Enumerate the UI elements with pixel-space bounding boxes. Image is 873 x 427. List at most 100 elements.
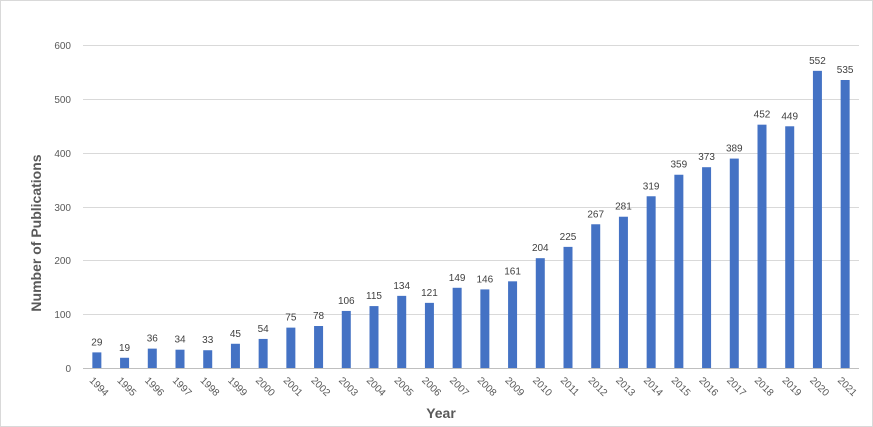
- data-label: 319: [643, 181, 660, 192]
- y-tick-label: 500: [54, 95, 71, 106]
- data-label: 225: [560, 232, 577, 243]
- bar: [563, 246, 573, 368]
- data-label: 552: [809, 56, 826, 67]
- x-tick-label: 2016: [696, 375, 720, 399]
- y-tick-label: 100: [54, 310, 71, 321]
- x-tick-label: 2020: [807, 375, 831, 399]
- data-label: 373: [698, 152, 715, 163]
- x-tick-label: 2007: [447, 375, 471, 399]
- data-label: 36: [147, 334, 159, 345]
- x-tick-label: 2008: [475, 375, 499, 399]
- data-label: 204: [532, 243, 549, 254]
- y-axis-title: Number of Publications: [28, 154, 44, 311]
- data-label: 134: [393, 281, 410, 292]
- data-label: 45: [230, 329, 242, 340]
- x-tick-label: 2014: [641, 375, 665, 399]
- bar: [147, 348, 157, 368]
- x-tick-label: 2006: [419, 375, 443, 399]
- bar: [535, 258, 545, 368]
- bar: [618, 216, 628, 368]
- data-label: 267: [587, 209, 604, 220]
- bar: [452, 287, 462, 368]
- bar: [314, 326, 324, 368]
- bar: [424, 302, 434, 368]
- data-label: 452: [754, 110, 771, 121]
- gridlines: [83, 45, 859, 369]
- y-tick-label: 0: [65, 364, 71, 375]
- y-tick-label: 200: [54, 256, 71, 267]
- bar: [230, 343, 240, 368]
- data-label: 29: [91, 337, 103, 348]
- x-tick-label: 1997: [170, 375, 194, 399]
- x-tick-label: 2011: [558, 375, 581, 398]
- x-tick-label: 2004: [364, 375, 388, 399]
- bar: [258, 338, 268, 368]
- x-tick-label: 1996: [142, 375, 166, 399]
- bar: [120, 357, 130, 368]
- bar: [92, 352, 102, 368]
- bar: [369, 306, 379, 368]
- bar: [840, 79, 850, 368]
- x-tick-label: 2001: [281, 375, 305, 399]
- data-label: 449: [781, 111, 798, 122]
- x-axis-ticks: 1994 1995 1996 1997 1998 1999 2000 2001 2002 2003…: [87, 375, 859, 399]
- data-label: 19: [119, 343, 131, 354]
- x-tick-label: 2013: [613, 375, 637, 399]
- data-label: 281: [615, 202, 632, 213]
- x-tick-label: 2021: [835, 375, 859, 399]
- x-tick-label: 1994: [87, 375, 111, 399]
- y-tick-label: 600: [54, 41, 71, 52]
- bar: [175, 349, 185, 368]
- data-label: 54: [258, 324, 270, 335]
- x-tick-label: 2000: [253, 375, 277, 399]
- x-tick-label: 1998: [198, 375, 222, 399]
- bar: [646, 196, 656, 368]
- data-label: 75: [285, 313, 297, 324]
- x-tick-label: 2010: [530, 375, 554, 399]
- bar: [203, 350, 213, 368]
- bar: [702, 167, 712, 368]
- x-axis-title: Year: [426, 405, 456, 421]
- data-label: 161: [504, 266, 521, 277]
- data-label: 106: [338, 296, 355, 307]
- y-tick-label: 300: [54, 203, 71, 214]
- x-tick-label: 2002: [308, 375, 332, 399]
- data-labels: 29 19 36 34 33 45 54 75 78 106 115 134 121 149 146 161 2…: [91, 56, 854, 354]
- x-tick-label: 2003: [336, 375, 360, 399]
- bar: [286, 327, 296, 368]
- data-label: 115: [366, 291, 382, 302]
- x-tick-label: 2009: [502, 375, 526, 399]
- bar: [757, 124, 767, 368]
- bars: [92, 70, 850, 368]
- x-tick-label: 2015: [669, 375, 693, 399]
- x-tick-label: 2012: [586, 375, 610, 399]
- bar: [729, 158, 739, 368]
- y-tick-label: 400: [54, 149, 71, 160]
- data-label: 34: [174, 335, 186, 346]
- data-label: 149: [449, 273, 466, 284]
- data-label: 146: [477, 274, 494, 285]
- data-label: 33: [202, 335, 214, 346]
- bar: [591, 224, 601, 368]
- data-label: 359: [671, 160, 688, 171]
- y-axis-ticks: 0 100 200 300 400 500 600: [54, 41, 71, 375]
- bar: [785, 126, 795, 368]
- x-tick-label: 1999: [225, 375, 249, 399]
- data-label: 121: [421, 288, 438, 299]
- bar: [480, 289, 490, 368]
- bar: [674, 174, 684, 368]
- data-label: 389: [726, 144, 743, 155]
- bar: [508, 281, 518, 368]
- x-tick-label: 2005: [392, 375, 416, 399]
- data-label: 535: [837, 65, 854, 76]
- x-tick-label: 1995: [114, 375, 138, 399]
- data-label: 78: [313, 311, 325, 322]
- x-tick-label: 2018: [752, 375, 776, 399]
- x-tick-label: 2019: [780, 375, 804, 399]
- bar: [397, 295, 407, 368]
- x-tick-label: 2017: [724, 375, 748, 399]
- bar: [341, 310, 351, 368]
- bar: [812, 70, 822, 368]
